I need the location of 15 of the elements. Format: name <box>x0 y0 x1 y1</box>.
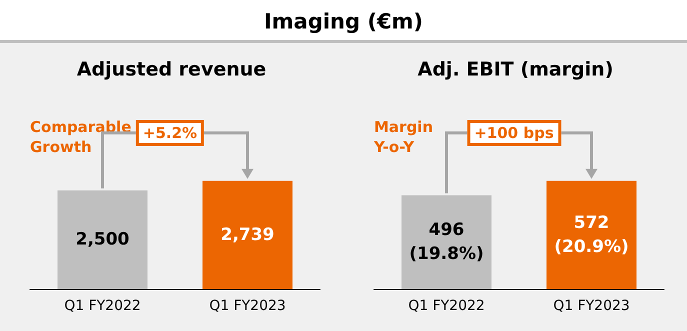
text: +5.2% <box>136 120 204 146</box>
text: Comparable Growth <box>30 116 132 157</box>
data-label: 572 (20.9%) <box>554 212 629 257</box>
data-label: 496 (19.8%) <box>409 220 484 264</box>
data-label: 2,739 <box>220 224 274 245</box>
x-tick-label: Q1 FY2022 <box>408 298 485 314</box>
x-tick-label: Q1 FY2023 <box>553 298 630 314</box>
text: +100 bps <box>467 120 561 146</box>
x-tick-label: Q1 FY2023 <box>209 298 286 314</box>
text: Imaging (€m) <box>264 10 424 34</box>
chart-title: Adjusted revenue <box>76 58 266 80</box>
text: Margin Y-o-Y <box>374 116 434 157</box>
data-label: 2,500 <box>76 230 130 250</box>
x-tick-label: Q1 FY2022 <box>64 298 141 314</box>
chart-title: Adj. EBIT (margin) <box>418 58 614 80</box>
